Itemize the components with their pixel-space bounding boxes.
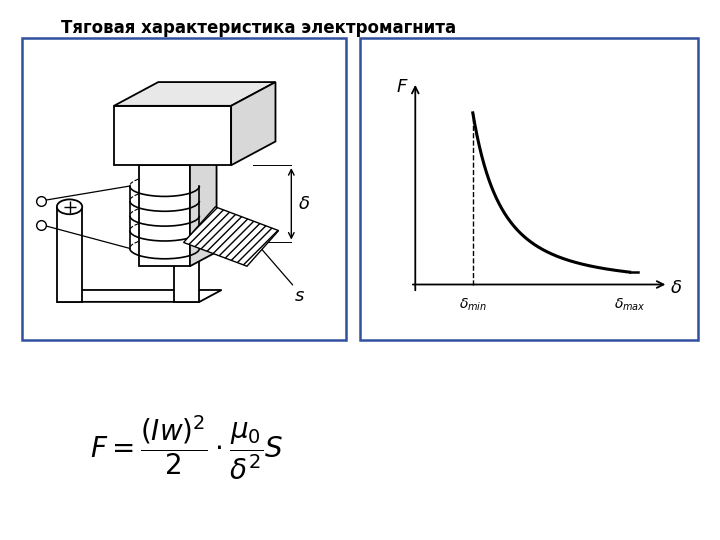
Bar	[22, 38, 346, 340]
Text: $\delta_{max}$: $\delta_{max}$	[613, 296, 646, 313]
Text: Тяговая характеристика электромагнита: Тяговая характеристика электромагнита	[61, 19, 456, 37]
Ellipse shape	[57, 199, 82, 214]
Text: $F$: $F$	[396, 78, 408, 96]
Text: $\delta_{min}$: $\delta_{min}$	[459, 296, 487, 313]
Polygon shape	[139, 165, 190, 266]
Polygon shape	[114, 82, 276, 106]
Polygon shape	[190, 151, 217, 266]
Bar	[360, 38, 698, 340]
Polygon shape	[231, 82, 276, 165]
Polygon shape	[57, 290, 222, 302]
Text: $\delta$: $\delta$	[297, 195, 310, 213]
Polygon shape	[114, 106, 231, 165]
Text: $s$: $s$	[294, 287, 305, 305]
Polygon shape	[57, 207, 82, 302]
Polygon shape	[174, 242, 199, 302]
Text: $F = \dfrac{(Iw)^2}{2} \cdot \dfrac{\mu_0}{\delta^2} S$: $F = \dfrac{(Iw)^2}{2} \cdot \dfrac{\mu_…	[91, 414, 284, 482]
Polygon shape	[184, 207, 279, 266]
Text: $\delta$: $\delta$	[670, 279, 682, 297]
